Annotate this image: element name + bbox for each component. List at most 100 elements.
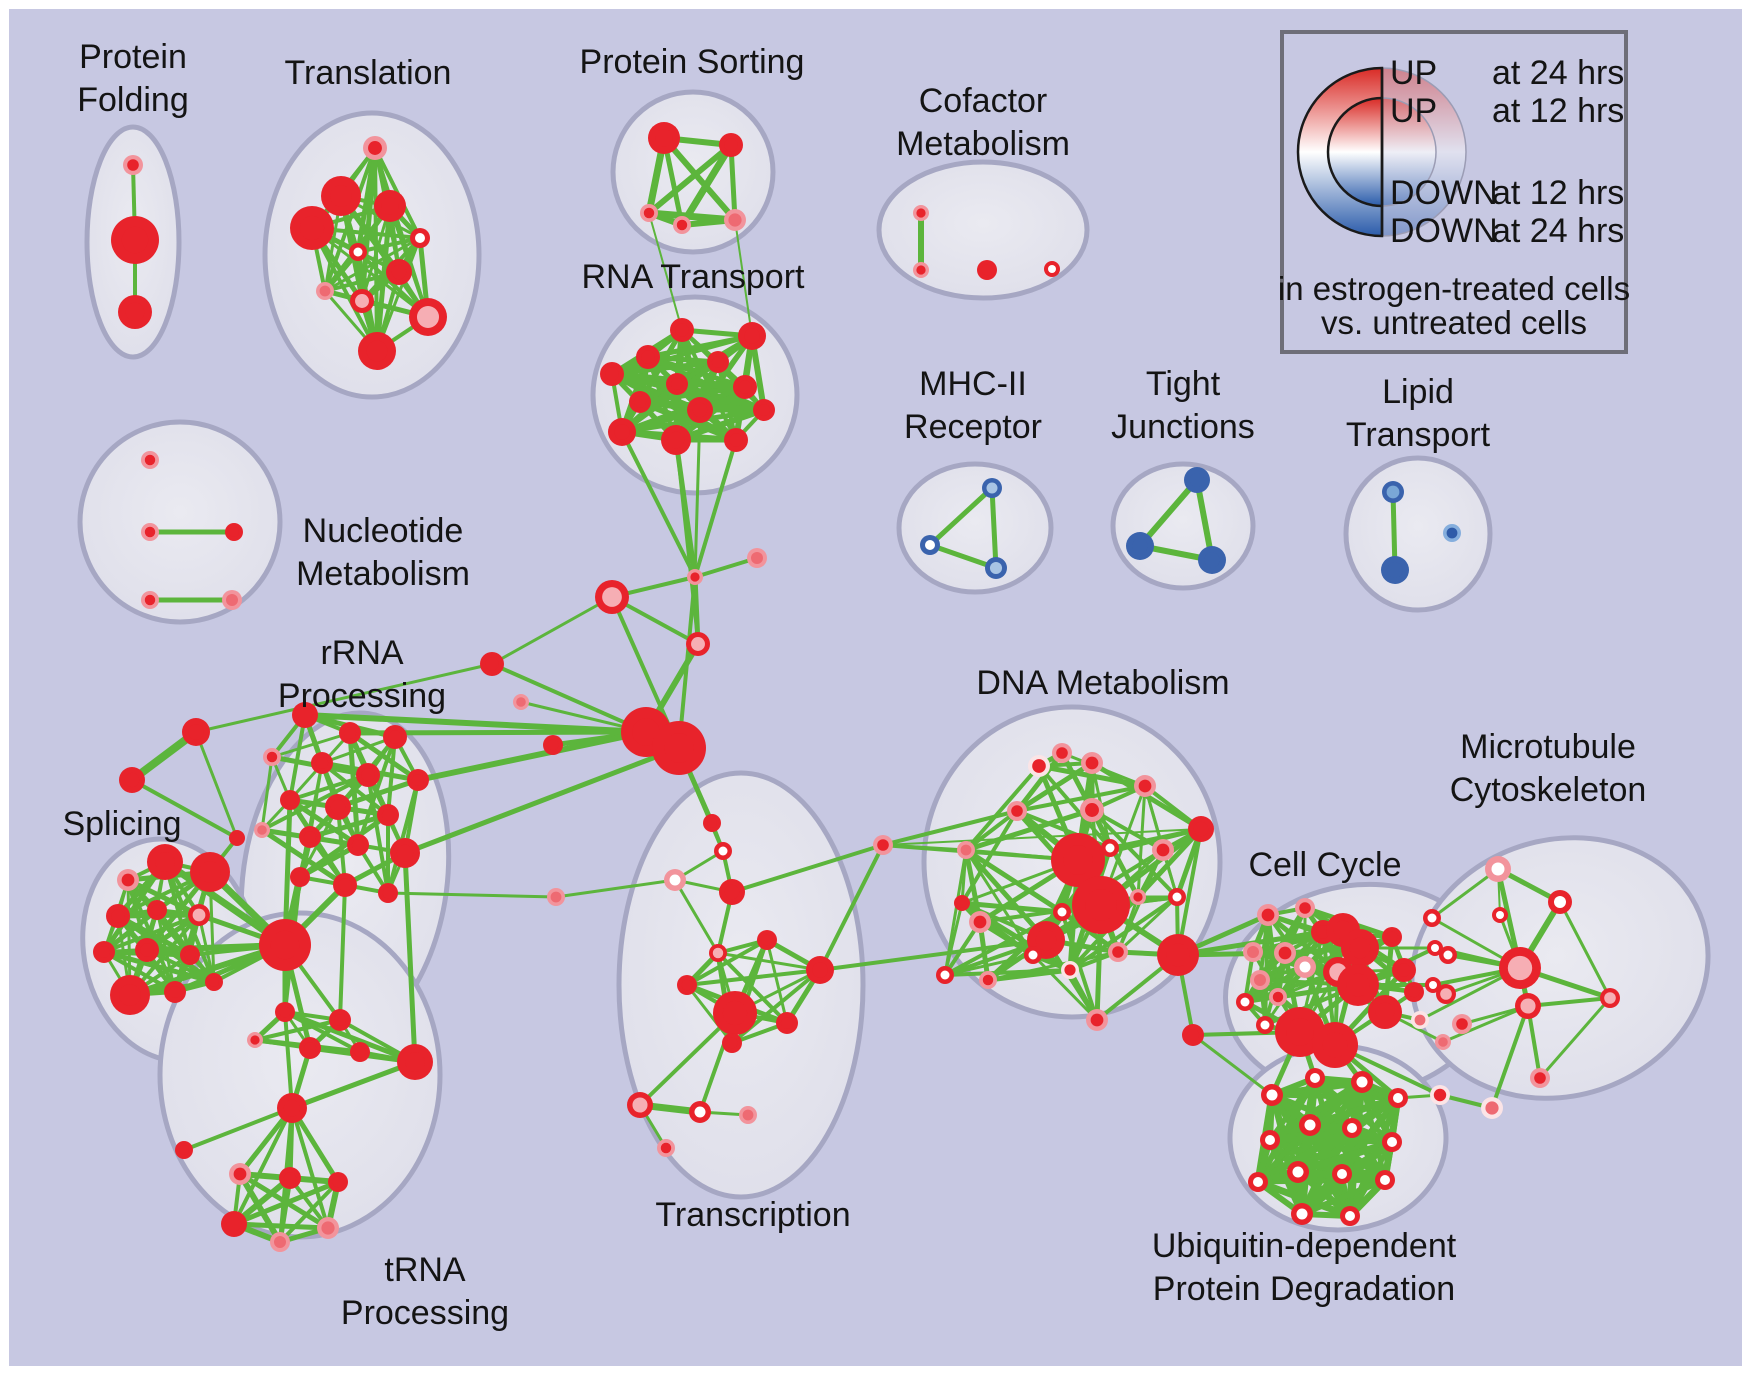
- gene-node: [666, 373, 688, 395]
- edge: [1059, 909, 1121, 955]
- edge: [1558, 900, 1612, 1000]
- gene-node: [339, 722, 361, 744]
- node-core-12h: [1057, 907, 1067, 917]
- node-core-12h: [1048, 265, 1056, 273]
- gene-node: [1052, 743, 1072, 763]
- node-core-12h: [1304, 1119, 1316, 1131]
- gene-node: [1299, 1114, 1321, 1136]
- node-core-12h: [330, 799, 346, 815]
- node-core-12h: [691, 637, 705, 651]
- gene-node: [1425, 977, 1441, 993]
- node-core-12h: [226, 594, 238, 606]
- node-core-12h: [411, 773, 425, 787]
- gene-node: [119, 767, 145, 793]
- cluster-label: Cell Cycle: [1248, 846, 1401, 884]
- legend-glyph-inner-left: [1326, 96, 1384, 208]
- node-core-12h: [111, 909, 125, 923]
- cluster-label: Tight Junctions: [1111, 365, 1255, 446]
- gene-node: [1404, 982, 1424, 1002]
- edge: [101, 907, 160, 955]
- gene-node: [141, 451, 159, 469]
- gene-node: [188, 904, 210, 926]
- gene-node: [329, 1009, 351, 1031]
- gene-node: [175, 1141, 193, 1159]
- node-core-12h: [416, 305, 440, 329]
- edge: [402, 745, 682, 856]
- gene-node: [722, 1033, 742, 1053]
- edge: [927, 542, 999, 571]
- node-core-12h: [877, 839, 889, 851]
- legend-time-up12: at 12 hrs: [1492, 92, 1624, 130]
- edge: [1191, 1033, 1274, 1097]
- edge: [693, 408, 702, 579]
- cluster-mhc-ii: [896, 461, 1054, 595]
- gene-node: [141, 523, 159, 541]
- node-core-12h: [179, 1145, 189, 1155]
- gene-node: [1061, 961, 1079, 979]
- gene-node: [1392, 958, 1416, 982]
- node-core-12h: [1387, 562, 1403, 578]
- gene-node: [1439, 946, 1457, 964]
- gene-node: [1436, 984, 1456, 1004]
- gene-node: [1381, 556, 1409, 584]
- node-core-12h: [321, 1221, 335, 1235]
- node-core-12h: [675, 323, 689, 337]
- gene-node: [358, 332, 396, 370]
- node-core-12h: [405, 1052, 425, 1072]
- gene-node: [689, 1101, 711, 1123]
- edge: [1538, 996, 1612, 1080]
- cluster-label: Cofactor Metabolism: [896, 82, 1070, 163]
- node-core-12h: [354, 1046, 366, 1058]
- node-core-12h: [547, 739, 559, 751]
- gene-node: [1481, 1097, 1503, 1119]
- node-core-12h: [250, 1035, 260, 1045]
- cluster-label: Protein Sorting: [580, 43, 805, 81]
- gene-node: [873, 835, 893, 855]
- node-core-12h: [368, 141, 382, 155]
- gene-node: [1051, 833, 1105, 887]
- edge: [388, 204, 430, 319]
- node-core-12h: [1443, 950, 1453, 960]
- gene-node: [1044, 261, 1060, 277]
- node-core-12h: [209, 977, 219, 987]
- node-core-12h: [1491, 862, 1505, 876]
- node-core-12h: [121, 873, 135, 887]
- node-core-12h: [1604, 992, 1616, 1004]
- gene-node: [377, 804, 399, 826]
- node-core-12h: [1011, 805, 1023, 817]
- node-core-12h: [1292, 1166, 1304, 1178]
- node-core-12h: [1375, 1002, 1395, 1022]
- edge: [145, 948, 216, 984]
- gene-node: [1435, 1034, 1451, 1050]
- gene-node: [1188, 816, 1214, 842]
- cluster-label: Lipid Transport: [1346, 373, 1491, 454]
- edge: [125, 877, 202, 918]
- node-core-12h: [1085, 756, 1099, 770]
- gene-node: [397, 1044, 433, 1080]
- node-core-12h: [742, 1109, 754, 1121]
- node-core-12h: [1286, 1018, 1314, 1046]
- edge: [881, 809, 1019, 847]
- gene-node: [1351, 1071, 1373, 1093]
- gene-node: [1340, 1206, 1360, 1226]
- node-core-12h: [1345, 1211, 1355, 1221]
- gene-node: [1388, 1088, 1408, 1108]
- node-core-12h: [632, 1097, 648, 1113]
- gene-node: [123, 155, 143, 175]
- edge: [648, 212, 683, 331]
- gene-node: [608, 418, 636, 446]
- node-core-12h: [1193, 821, 1209, 837]
- gene-node: [1382, 927, 1402, 947]
- gene-node: [747, 548, 767, 568]
- gene-node: [1081, 752, 1103, 774]
- node-core-12h: [229, 527, 239, 537]
- gene-node: [936, 966, 954, 984]
- node-core-12h: [284, 794, 296, 806]
- gene-node: [1182, 1024, 1204, 1046]
- edge: [283, 1010, 294, 1110]
- node-core-12h: [1240, 997, 1250, 1007]
- gene-node: [1411, 1011, 1429, 1029]
- gene-node: [1257, 904, 1279, 926]
- gene-node: [1152, 839, 1174, 861]
- gene-node: [719, 133, 743, 157]
